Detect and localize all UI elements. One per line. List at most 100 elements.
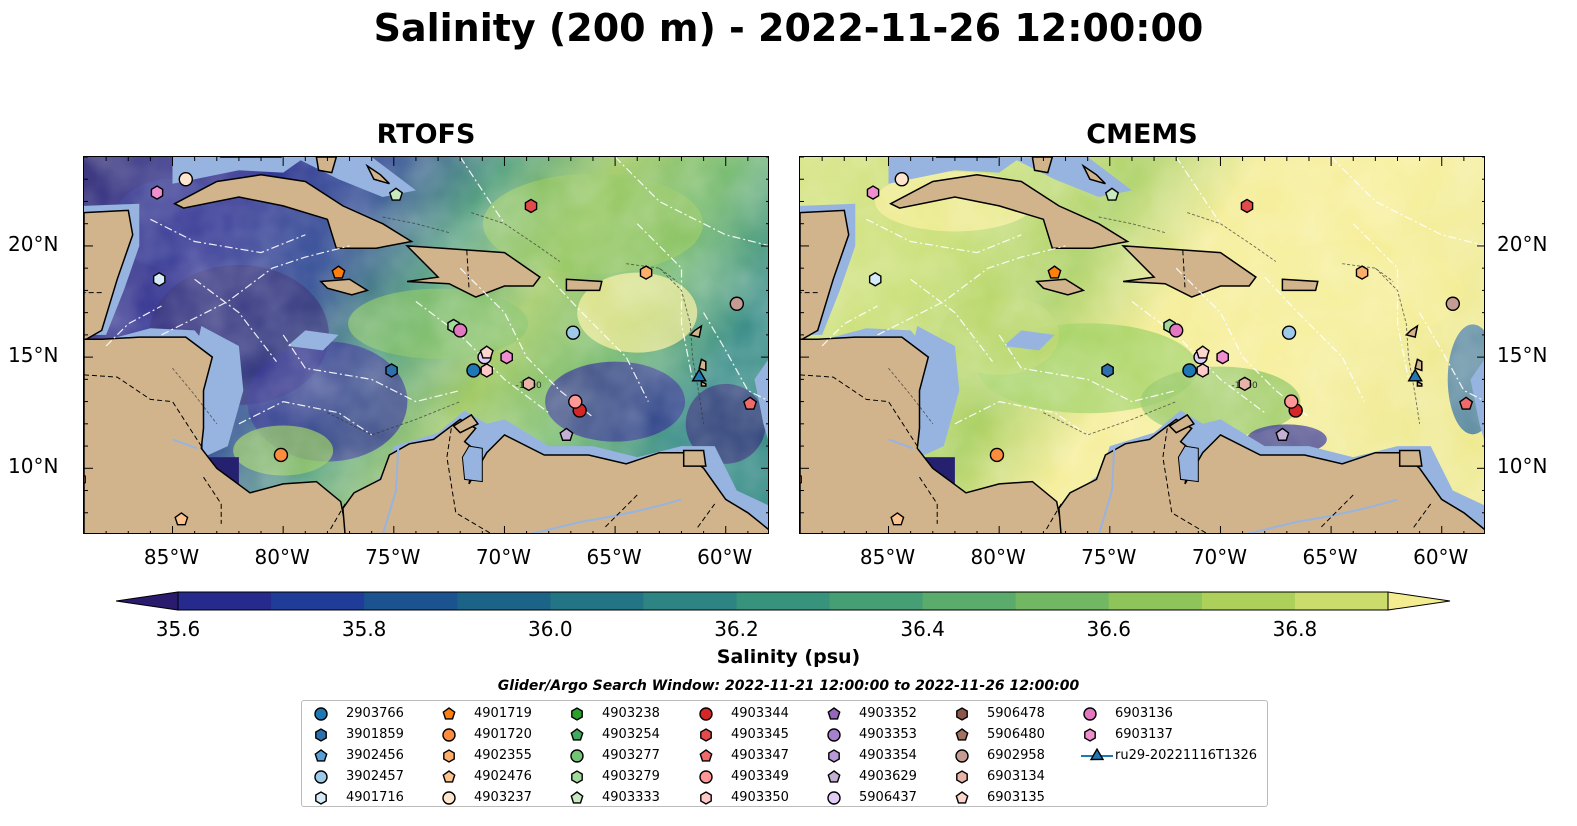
legend-label: 4903629 (859, 769, 917, 784)
float-marker-4903347 (743, 396, 758, 410)
lat-tick-label-right: 15°N (1497, 343, 1548, 368)
lat-tick-label-left: 15°N (8, 343, 59, 368)
lon-tick-label: 80°W (970, 545, 1026, 569)
legend-label: 4903347 (731, 748, 789, 763)
legend-label: ru29-20221116T1326 (1115, 748, 1258, 763)
float-marker-4903350 (480, 363, 494, 378)
rivers (172, 438, 682, 533)
colorbar-segment (1108, 592, 1203, 610)
eez-boundaries (105, 157, 768, 436)
minor-ticks (84, 157, 768, 533)
legend-marker (955, 728, 969, 741)
land-hispaniola (1121, 245, 1257, 298)
land-hispaniola (405, 245, 541, 298)
colorbar-tick-label: 36.0 (528, 617, 573, 641)
legend-marker (700, 791, 712, 805)
float-marker-3902457 (1281, 325, 1297, 340)
colorbar-segments (116, 591, 1451, 611)
legend-label: 4901720 (474, 727, 532, 742)
legend-label: 6903136 (1115, 706, 1173, 721)
colorbar-segment (271, 592, 365, 610)
float-marker-4903347 (1459, 396, 1474, 410)
float-marker-6903137 (1216, 349, 1229, 365)
legend-marker (699, 749, 713, 762)
legend-marker (570, 749, 584, 763)
float-marker-3902457 (565, 325, 581, 340)
legend-label: 4903354 (859, 748, 917, 763)
lon-tick-label: 85°W (859, 545, 916, 569)
float-marker-6903135 (1195, 345, 1210, 359)
map-cmems: -1000 (799, 156, 1485, 534)
land-lesser2 (1404, 324, 1419, 339)
float-marker-ru29-20221116T1326 (691, 368, 707, 382)
land-lesser1 (698, 358, 707, 372)
legend-label: 4903238 (602, 706, 660, 721)
lat-tick-label-left: 10°N (8, 454, 59, 479)
panel-title-rtofs: RTOFS (376, 119, 476, 150)
legend-label: 4903279 (602, 769, 660, 784)
float-marker-4901716 (868, 271, 882, 287)
legend: 2903766 3901859 3902456 3902457 4901716 49017… (301, 700, 1268, 807)
legend-marker (315, 791, 327, 805)
legend-label: 4903352 (859, 706, 917, 721)
legend-marker (442, 791, 456, 805)
lon-tick-label: 75°W (1081, 545, 1137, 569)
legend-label: 4901716 (346, 790, 404, 805)
land-bahamas2 (1081, 163, 1106, 185)
legend-marker (955, 791, 969, 804)
legend-label: 5906478 (987, 706, 1045, 721)
float-marker-3901859 (385, 363, 398, 378)
legend-title: Glider/Argo Search Window: 2022-11-21 12… (497, 678, 1080, 694)
lon-tick-label: 75°W (365, 545, 421, 569)
legend-marker (956, 707, 968, 721)
land-pr (565, 278, 603, 292)
legend-marker (314, 749, 328, 762)
land-jamaica (1035, 278, 1086, 296)
float-marker-4903333 (1104, 187, 1120, 201)
float-marker-4902476 (174, 512, 189, 526)
legend-marker (442, 770, 456, 783)
land-lesser1 (1414, 358, 1423, 372)
float-marker-6903134 (522, 376, 536, 392)
legend-marker (570, 728, 584, 741)
legend-marker (828, 749, 840, 763)
colorbar-tick-label: 35.6 (155, 617, 201, 641)
colorbar-extend-high (1387, 591, 1451, 611)
float-marker-4903333 (388, 187, 404, 201)
land-lesser3 (1416, 380, 1423, 387)
legend-label: 3902457 (346, 769, 404, 784)
legend-label: 4903353 (859, 727, 917, 742)
legend-marker (1084, 728, 1096, 742)
panel-title-cmems: CMEMS (1086, 119, 1198, 150)
land-trinidad (682, 449, 707, 467)
float-marker-6903136 (1168, 323, 1184, 338)
colorbar-tick-label: 36.6 (1086, 617, 1132, 641)
legend-marker (314, 707, 328, 721)
legend-marker (571, 707, 583, 721)
legend-label: 6903134 (987, 769, 1045, 784)
land-cuba (173, 174, 414, 249)
legend-label: 3901859 (346, 727, 404, 742)
map-rtofs: -1000 (83, 156, 769, 534)
colorbar-segment (829, 592, 924, 610)
float-marker-ru29-20221116T1326 (1407, 368, 1423, 382)
float-marker-4901719 (1047, 265, 1062, 279)
legend-label: 6903135 (987, 790, 1045, 805)
legend-label: 4903333 (602, 790, 660, 805)
float-marker-3901859 (1101, 363, 1114, 378)
float-marker-6903137 (866, 185, 880, 200)
colorbar-tick-label: 36.4 (900, 617, 945, 641)
land-guajira (1168, 413, 1196, 434)
float-marker-4901716 (152, 271, 166, 287)
float-marker-4902476 (890, 512, 905, 526)
legend-label: 4902476 (474, 769, 532, 784)
colorbar (116, 591, 1451, 611)
float-marker-2903766 (466, 363, 481, 378)
lon-tick-label: 65°W (586, 545, 642, 569)
land-guajira (452, 413, 480, 434)
float-marker-4901720 (273, 447, 289, 463)
colorbar-segment (364, 592, 458, 610)
float-marker-4902355 (639, 265, 653, 280)
lon-tick-label: 70°W (475, 545, 532, 569)
legend-marker (955, 749, 969, 763)
